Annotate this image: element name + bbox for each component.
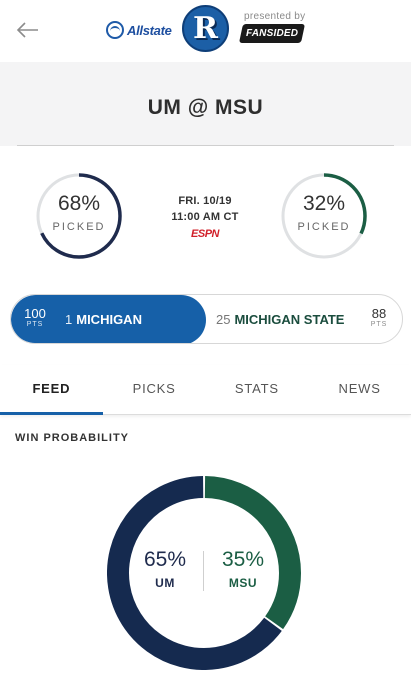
pick-percent-right: 32% — [302, 192, 346, 215]
pick-ring-right-graphic — [281, 173, 367, 259]
win-prob-um-percent: 65% — [143, 548, 187, 571]
game-info: FRI. 10/19 11:00 AM CT ESPN — [150, 193, 260, 240]
allstate-logo: Allstate — [106, 20, 172, 40]
espn-logo: ESPN — [191, 228, 219, 240]
pick-ring-msu: 32% PICKED — [280, 172, 368, 260]
matchup-bar: 100 PTS 1 MICHIGAN 25 MICHIGAN STATE 88 PT… — [10, 294, 403, 344]
win-prob-msu: 35% MSU — [203, 548, 283, 590]
tab-stats[interactable]: STATS — [234, 381, 279, 396]
points-right: 88 PTS — [367, 306, 391, 329]
top-bar: Allstate R presented by FANSIDED — [0, 0, 411, 62]
section-title: WIN PROBABILITY — [15, 432, 129, 444]
win-prob-um-team: UM — [155, 576, 175, 590]
team-rank-left: 1 — [65, 312, 73, 327]
pick-ring-left-graphic — [36, 173, 122, 259]
sponsor-name: Allstate — [127, 22, 172, 38]
win-probability-donut: 65% UM 35% MSU — [107, 476, 301, 670]
points-value-right: 88 — [371, 306, 387, 321]
game-time: 11:00 AM CT — [171, 211, 239, 223]
donut-graphic — [107, 476, 301, 670]
picked-label-left: PICKED — [52, 221, 106, 233]
game-header: UM @ MSU — [0, 62, 411, 146]
team-name-left: MICHIGAN — [76, 312, 142, 327]
points-label-left: PTS — [26, 321, 44, 328]
donut-segment-msu — [107, 476, 301, 670]
tab-news[interactable]: NEWS — [338, 381, 381, 396]
tab-picks[interactable]: PICKS — [132, 381, 176, 396]
fansided-logo: FANSIDED — [238, 24, 306, 43]
team-right[interactable]: 25 MICHIGAN STATE — [216, 312, 344, 327]
tab-bar: FEED PICKS STATS NEWS — [0, 365, 411, 415]
donut-separator — [203, 551, 204, 591]
pick-percent-left: 68% — [57, 192, 101, 215]
app-logo: R — [182, 5, 229, 52]
partner-name: FANSIDED — [245, 28, 299, 39]
allstate-hands-icon — [106, 21, 124, 39]
app-logo-letter: R — [193, 11, 218, 46]
team-left: 1 MICHIGAN — [65, 312, 142, 327]
page-title: UM @ MSU — [147, 96, 264, 119]
donut-segment-um — [107, 476, 301, 670]
points-left: 100 PTS — [23, 306, 47, 329]
team-name-right: MICHIGAN STATE — [234, 312, 345, 327]
pick-ring-michigan: 68% PICKED — [35, 172, 123, 260]
picked-label-right: PICKED — [297, 221, 351, 233]
tab-feed[interactable]: FEED — [0, 365, 103, 415]
presented-by-label: presented by — [244, 11, 306, 22]
points-label-right: PTS — [370, 321, 388, 328]
team-pill-michigan[interactable]: 100 PTS 1 MICHIGAN — [11, 295, 206, 343]
win-prob-msu-percent: 35% — [221, 548, 265, 571]
game-date: FRI. 10/19 — [178, 195, 232, 207]
win-prob-msu-team: MSU — [228, 576, 258, 590]
arrow-left-icon[interactable] — [14, 16, 42, 44]
divider — [17, 145, 394, 146]
win-prob-um: 65% UM — [125, 548, 205, 590]
team-rank-right: 25 — [216, 312, 231, 327]
points-value-left: 100 — [24, 306, 46, 321]
